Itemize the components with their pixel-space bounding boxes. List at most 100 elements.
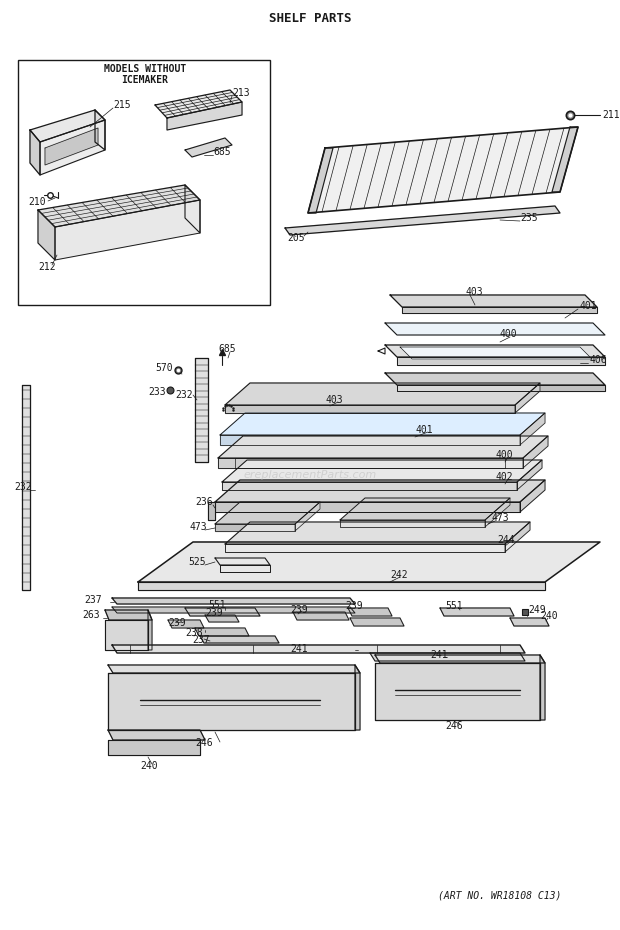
Text: 402: 402 [495,472,513,482]
Text: 235: 235 [520,213,538,223]
Polygon shape [108,665,360,673]
Polygon shape [38,210,55,260]
Polygon shape [552,127,578,192]
Text: 406: 406 [590,355,608,365]
Polygon shape [22,385,30,590]
Polygon shape [208,502,215,520]
Text: 403: 403 [325,395,343,405]
Text: 239: 239 [205,608,223,618]
Polygon shape [167,102,242,130]
Polygon shape [510,618,549,626]
Polygon shape [105,610,152,620]
Polygon shape [308,148,333,213]
Polygon shape [340,520,485,527]
Polygon shape [308,127,578,213]
Polygon shape [225,544,505,552]
Polygon shape [200,636,279,643]
Text: 246: 246 [445,721,463,731]
Polygon shape [55,200,200,260]
Text: ICEMAKER: ICEMAKER [122,75,169,85]
Text: 232: 232 [175,390,193,400]
Polygon shape [205,615,239,622]
Polygon shape [222,460,542,482]
Text: 213: 213 [232,88,250,98]
Polygon shape [185,138,232,157]
Text: MODELS WITHOUT: MODELS WITHOUT [104,64,186,74]
Polygon shape [485,498,510,527]
Polygon shape [350,618,404,626]
Text: 685: 685 [218,344,236,354]
Polygon shape [138,542,600,582]
Polygon shape [148,610,152,650]
Text: 401: 401 [580,301,598,311]
Polygon shape [215,524,295,531]
Polygon shape [195,628,249,636]
Polygon shape [218,458,523,468]
Polygon shape [38,185,200,227]
Polygon shape [215,480,545,502]
Polygon shape [385,345,605,357]
Text: 551: 551 [445,601,463,611]
Polygon shape [108,673,355,730]
Polygon shape [222,482,517,490]
Text: 403: 403 [465,287,482,297]
Polygon shape [295,502,320,531]
Polygon shape [218,436,548,458]
Text: 239: 239 [168,618,185,628]
Text: 241: 241 [290,644,308,654]
Polygon shape [112,607,355,613]
Polygon shape [95,110,105,150]
Text: 525: 525 [188,557,206,567]
Polygon shape [112,645,525,653]
Text: 244: 244 [497,535,515,545]
Polygon shape [185,185,200,233]
Text: 215: 215 [113,100,131,110]
Polygon shape [520,480,545,512]
Polygon shape [225,522,530,544]
Polygon shape [225,405,515,413]
Polygon shape [515,383,540,413]
Polygon shape [138,582,545,590]
Text: 237: 237 [192,635,210,645]
Text: 242: 242 [390,570,407,580]
Text: 400: 400 [495,450,513,460]
Polygon shape [348,608,392,616]
Text: 570: 570 [155,363,172,373]
Text: 241: 241 [430,650,448,660]
Polygon shape [293,612,349,620]
Polygon shape [195,358,208,462]
Text: 240: 240 [140,761,157,771]
Polygon shape [30,110,105,142]
Polygon shape [375,655,545,663]
Text: 205: 205 [287,233,304,243]
Text: 237: 237 [84,595,102,605]
Text: 232: 232 [14,482,32,492]
Polygon shape [220,413,545,435]
Polygon shape [390,295,597,307]
Text: 211: 211 [602,110,619,120]
Polygon shape [355,665,360,730]
Text: 212: 212 [38,262,56,272]
Polygon shape [220,565,270,572]
Polygon shape [370,653,525,661]
Polygon shape [520,413,545,445]
Polygon shape [402,307,597,313]
Polygon shape [505,522,530,552]
Text: 210: 210 [28,197,46,207]
Text: (ART NO. WR18108 C13): (ART NO. WR18108 C13) [438,890,562,900]
Polygon shape [215,502,320,524]
Polygon shape [400,347,592,359]
Text: 239: 239 [290,605,308,615]
Polygon shape [397,385,605,391]
Polygon shape [440,608,514,616]
Polygon shape [168,620,204,628]
Text: 238: 238 [185,628,203,638]
Polygon shape [340,498,510,520]
Polygon shape [385,323,605,335]
Polygon shape [517,460,542,490]
Text: 473: 473 [190,522,208,532]
Text: ereplacementParts.com: ereplacementParts.com [244,470,376,480]
Text: 401: 401 [415,425,433,435]
Polygon shape [523,436,548,468]
Polygon shape [112,598,355,604]
